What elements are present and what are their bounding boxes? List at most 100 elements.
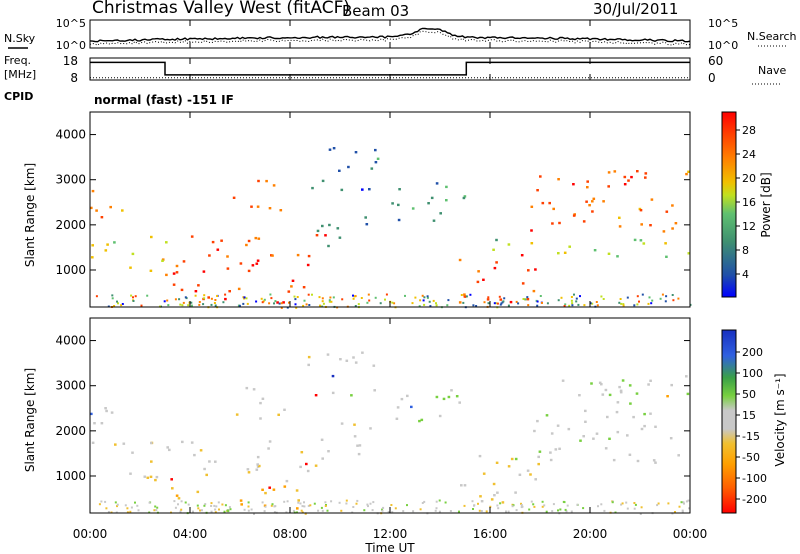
echo-cell — [666, 395, 669, 398]
echo-cell — [604, 388, 608, 392]
echo-cell — [618, 216, 621, 219]
echo-cell — [674, 222, 678, 225]
x-tick-label: 16:00 — [473, 527, 508, 541]
echo-cell — [170, 478, 173, 481]
velocity-cb-tick-label: 200 — [742, 346, 763, 359]
echo-cell — [180, 288, 184, 292]
echo-cell — [577, 303, 580, 306]
echo-cell — [586, 180, 589, 183]
echo-cell — [635, 392, 639, 395]
power-cb-tick-label: 16 — [742, 196, 756, 209]
echo-cell — [560, 296, 563, 299]
echo-cell — [423, 500, 426, 503]
echo-cell — [665, 210, 669, 213]
echo-cell — [190, 304, 193, 307]
echo-cell — [321, 300, 324, 303]
echo-cell — [597, 505, 599, 508]
echo-cell — [255, 300, 258, 303]
echo-cell — [321, 297, 324, 300]
echo-cell — [192, 510, 194, 513]
echo-cell — [619, 298, 622, 300]
echo-cell — [557, 509, 559, 512]
echo-cell — [177, 503, 179, 506]
echo-cell — [368, 299, 371, 302]
echo-cell — [367, 505, 369, 508]
echo-cell — [207, 296, 210, 299]
echo-cell — [529, 473, 532, 476]
echo-cell — [336, 227, 340, 230]
nave-tick-bottom: 0 — [708, 71, 716, 85]
echo-cell — [665, 255, 668, 258]
echo-cell — [493, 266, 497, 270]
echo-cell — [372, 501, 375, 504]
echo-cell — [272, 184, 276, 187]
echo-cell — [503, 297, 506, 300]
echo-cell — [175, 271, 179, 274]
echo-cell — [306, 469, 310, 473]
echo-cell — [600, 295, 603, 298]
freq-unit: [MHz] — [4, 68, 36, 81]
echo-cell — [354, 305, 357, 307]
echo-cell — [239, 262, 243, 265]
echo-cell — [391, 202, 394, 205]
echo-cell — [168, 448, 171, 452]
echo-cell — [426, 295, 429, 298]
echo-cell — [505, 510, 507, 513]
echo-cell — [320, 506, 323, 509]
echo-cell — [432, 219, 436, 222]
echo-cell — [543, 504, 546, 507]
echo-cell — [427, 202, 430, 205]
echo-cell — [250, 508, 253, 511]
echo-cell — [447, 299, 450, 302]
echo-cell — [354, 151, 358, 154]
y-tick-label: 3000 — [55, 173, 86, 187]
echo-cell — [499, 298, 503, 301]
echo-cell — [672, 299, 675, 302]
noise-search-label: N.Search — [747, 30, 797, 43]
echo-cell — [480, 500, 484, 503]
echo-cell — [563, 251, 567, 254]
echo-cell — [526, 296, 529, 299]
echo-cell — [496, 504, 499, 507]
echo-cell — [263, 298, 266, 301]
echo-cell — [238, 304, 241, 307]
echo-cell — [520, 502, 522, 505]
velocity-panel: 4000 3000 2000 1000 Slant Range [km] — [23, 317, 691, 515]
freq-label: Freq. — [4, 54, 31, 67]
echo-cell — [307, 254, 311, 258]
echo-cell — [563, 501, 566, 504]
echo-cell — [217, 501, 220, 504]
echo-cell — [546, 302, 549, 305]
echo-cell — [462, 301, 465, 304]
echo-cell — [463, 484, 467, 487]
echo-cell — [307, 504, 310, 507]
echo-cell — [317, 509, 320, 512]
velocity-cb-tick-label: -100 — [742, 472, 767, 485]
power-panel: 4000 3000 2000 1000 Slant Range [km] — [23, 111, 692, 309]
echo-cell — [224, 293, 227, 296]
echo-cell — [90, 412, 93, 416]
echo-cell — [261, 301, 264, 304]
echo-cell — [307, 363, 310, 367]
noise-right-tick-bottom: 10^0 — [708, 39, 738, 52]
echo-cell — [251, 264, 255, 267]
echo-cell — [623, 175, 627, 179]
echo-cell — [161, 259, 164, 262]
echo-cell — [216, 248, 220, 251]
echo-cell — [303, 505, 306, 508]
echo-cell — [304, 512, 307, 515]
echo-cell — [311, 186, 314, 190]
echo-cell — [287, 290, 291, 293]
echo-cell — [472, 304, 475, 307]
echo-cell — [100, 500, 103, 503]
echo-cell — [671, 227, 674, 230]
echo-cell — [146, 294, 149, 297]
echo-cell — [611, 501, 614, 504]
echo-cell — [187, 304, 190, 307]
freq-tick-top: 18 — [63, 54, 78, 68]
echo-cell — [406, 504, 408, 507]
echo-cell — [305, 462, 308, 466]
echo-cell — [568, 304, 571, 307]
echo-cell — [685, 500, 688, 503]
echo-cell — [649, 224, 652, 227]
